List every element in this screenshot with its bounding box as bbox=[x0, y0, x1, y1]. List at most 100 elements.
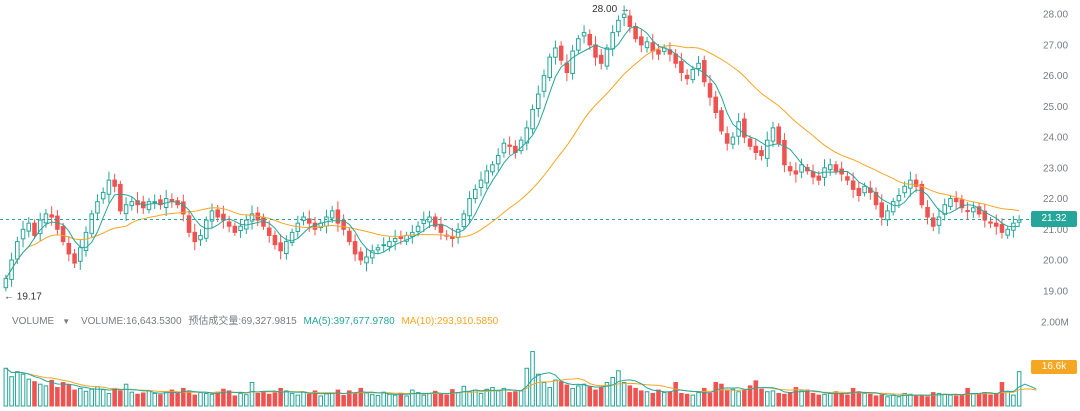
volume-bar bbox=[965, 387, 970, 407]
candle-body bbox=[633, 25, 638, 40]
volume-bar bbox=[518, 390, 524, 407]
volume-bar bbox=[329, 392, 335, 407]
candle-body bbox=[919, 183, 925, 206]
volume-bar bbox=[988, 394, 993, 407]
candle-body bbox=[352, 241, 358, 255]
volume-bar bbox=[318, 395, 323, 407]
volume-bar bbox=[913, 395, 919, 407]
volume-bar bbox=[375, 395, 381, 407]
volume-bar bbox=[60, 382, 66, 407]
candle-body bbox=[66, 242, 72, 255]
volume-bar bbox=[244, 394, 249, 407]
candle-body bbox=[507, 144, 512, 147]
volume-bar bbox=[398, 392, 404, 407]
volume-bar bbox=[438, 393, 444, 407]
candle-body bbox=[621, 13, 627, 19]
volume-bar bbox=[221, 388, 226, 407]
candle-body bbox=[787, 166, 793, 172]
current-price-tag: 21.32 bbox=[1031, 211, 1077, 228]
volume-bar bbox=[255, 392, 261, 407]
current-volume-tag: 16.6k bbox=[1031, 359, 1077, 374]
volume-bar bbox=[364, 392, 369, 407]
volume-bar bbox=[862, 392, 867, 407]
candle-body bbox=[564, 62, 570, 74]
price-tick-label: 21.00 bbox=[1043, 225, 1068, 236]
volume-bar bbox=[810, 392, 816, 407]
candle-body bbox=[959, 199, 965, 209]
candle-body bbox=[369, 250, 375, 259]
price-tick-label: 23.00 bbox=[1043, 163, 1068, 174]
candle-body bbox=[850, 180, 856, 190]
volume-indicator-label[interactable]: VOLUME bbox=[12, 316, 55, 327]
volume-bar bbox=[123, 383, 129, 407]
volume-bar bbox=[415, 392, 421, 407]
volume-bar bbox=[868, 393, 873, 407]
candle-body bbox=[833, 164, 839, 172]
volume-bar bbox=[152, 392, 157, 407]
candle-body bbox=[896, 194, 902, 202]
candle-body bbox=[106, 179, 112, 195]
candle-body bbox=[558, 45, 564, 61]
volume-bar bbox=[598, 387, 604, 407]
volume-bar bbox=[89, 388, 95, 407]
volume-bar bbox=[885, 396, 890, 407]
volume-bar bbox=[410, 389, 415, 407]
chevron-down-icon[interactable]: ▼ bbox=[62, 317, 71, 326]
candle-body bbox=[747, 138, 753, 147]
volume-bar bbox=[404, 395, 409, 407]
candle-body bbox=[186, 215, 192, 233]
candle-body bbox=[192, 231, 198, 243]
candle-body bbox=[930, 217, 936, 227]
volume-bar bbox=[432, 390, 438, 407]
volume-bar bbox=[37, 383, 43, 407]
volume-bar bbox=[581, 383, 587, 407]
volume-bar bbox=[919, 394, 925, 407]
candle-body bbox=[467, 198, 472, 217]
volume-bar bbox=[873, 395, 879, 407]
candle-body bbox=[501, 142, 507, 154]
candle-body bbox=[347, 230, 352, 243]
volume-bar bbox=[576, 385, 581, 407]
volume-bar bbox=[558, 381, 564, 407]
candle-body bbox=[272, 234, 278, 246]
candle-body bbox=[20, 228, 26, 240]
candle-body bbox=[95, 201, 100, 214]
volume-bar bbox=[770, 390, 776, 407]
candle-body bbox=[971, 207, 976, 213]
candle-body bbox=[719, 110, 724, 132]
volume-bar bbox=[203, 392, 209, 407]
volume-bar bbox=[140, 392, 146, 407]
candle-body bbox=[221, 213, 226, 221]
candle-body bbox=[129, 201, 135, 207]
volume-bar bbox=[175, 392, 180, 407]
volume-bar bbox=[55, 387, 60, 407]
volume-bar bbox=[993, 392, 999, 407]
volume-bar bbox=[547, 387, 552, 407]
volume-bar bbox=[215, 391, 220, 407]
price-tick-label: 20.00 bbox=[1043, 256, 1068, 267]
volume-bar bbox=[15, 371, 20, 407]
candle-body bbox=[284, 241, 289, 255]
volume-bar bbox=[616, 370, 621, 407]
volume-ma5-line bbox=[5, 367, 1037, 397]
candle-body bbox=[656, 49, 661, 55]
volume-bar bbox=[181, 387, 186, 407]
candle-body bbox=[432, 216, 438, 227]
volume-bar bbox=[3, 367, 9, 407]
candle-body bbox=[948, 198, 953, 208]
candle-body bbox=[873, 191, 879, 206]
volume-bar bbox=[295, 394, 301, 407]
candle-body bbox=[215, 209, 220, 218]
volume-bar bbox=[513, 391, 518, 407]
volume-bar bbox=[278, 387, 283, 407]
volume-bar bbox=[661, 392, 667, 407]
candle-body bbox=[335, 209, 341, 224]
volume-bar bbox=[982, 392, 988, 407]
volume-bar bbox=[764, 391, 770, 407]
volume-bar bbox=[9, 376, 14, 407]
volume-bar bbox=[673, 382, 678, 407]
volume-bar bbox=[49, 379, 54, 407]
candle-body bbox=[793, 170, 799, 175]
volume-bar bbox=[78, 387, 83, 407]
